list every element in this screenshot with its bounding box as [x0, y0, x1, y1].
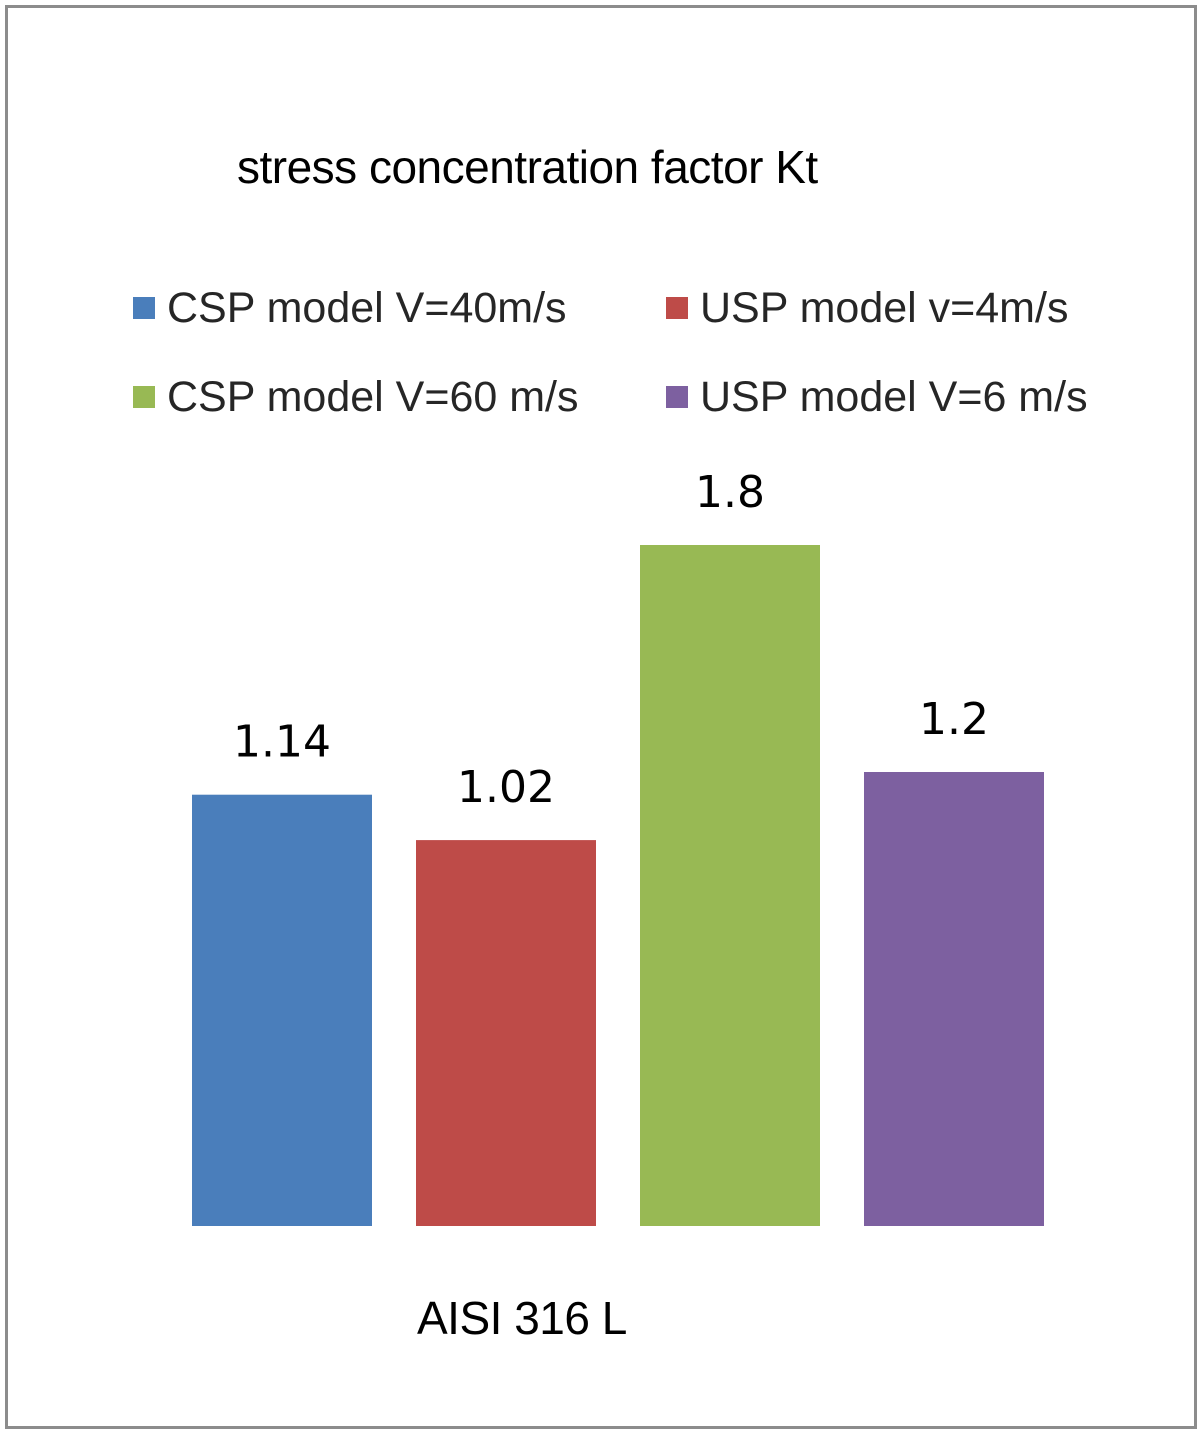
- legend-swatch: [133, 297, 155, 319]
- legend-label: CSP model V=60 m/s: [167, 372, 579, 421]
- chart-legend: CSP model V=40m/s USP model v=4m/s CSP m…: [133, 278, 1173, 456]
- bar-csp-60: [640, 545, 820, 1226]
- legend-label: USP model V=6 m/s: [700, 372, 1088, 421]
- legend-label: USP model v=4m/s: [700, 283, 1069, 332]
- legend-swatch: [666, 297, 688, 319]
- bar-usp-4: [416, 840, 596, 1226]
- legend-swatch: [133, 386, 155, 408]
- chart-title: stress concentration factor Kt: [237, 141, 818, 193]
- data-label-usp-6: 1.2: [919, 694, 989, 745]
- bar-csp-40: [192, 794, 372, 1226]
- data-label-usp-4: 1.02: [457, 762, 555, 813]
- x-category-label: AISI 316 L: [417, 1292, 627, 1344]
- legend-item-csp-60: CSP model V=60 m/s: [133, 367, 666, 427]
- legend-item-usp-4: USP model v=4m/s: [666, 278, 1173, 338]
- legend-item-usp-6: USP model V=6 m/s: [666, 367, 1173, 427]
- bar-usp-6: [864, 772, 1044, 1226]
- legend-label: CSP model V=40m/s: [167, 283, 567, 332]
- legend-item-csp-40: CSP model V=40m/s: [133, 278, 666, 338]
- data-label-csp-40: 1.14: [233, 717, 331, 768]
- legend-swatch: [666, 386, 688, 408]
- data-label-csp-60: 1.8: [695, 467, 765, 518]
